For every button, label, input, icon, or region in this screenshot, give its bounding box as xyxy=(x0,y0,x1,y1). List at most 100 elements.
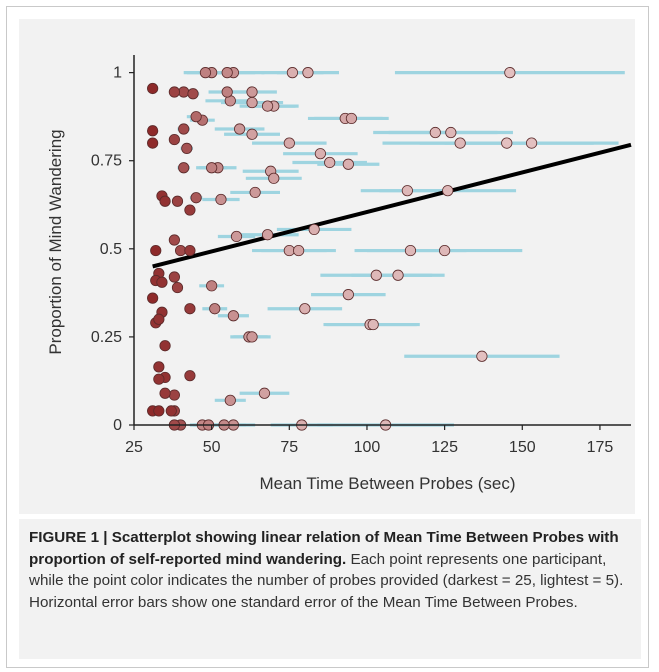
y-axis-ticks: 0 0.25 0.5 0.75 1 xyxy=(91,65,134,434)
data-point xyxy=(401,185,413,197)
data-point xyxy=(258,387,271,399)
data-point xyxy=(190,111,202,123)
data-point xyxy=(184,303,196,315)
data-point xyxy=(190,192,202,204)
data-point xyxy=(442,185,454,197)
data-point xyxy=(525,137,538,149)
caption-body: Each point represents one participant, w… xyxy=(29,550,624,611)
data-point xyxy=(261,100,274,112)
data-point xyxy=(187,88,199,100)
data-point xyxy=(147,125,159,137)
data-point xyxy=(159,195,171,207)
data-point xyxy=(283,244,295,257)
data-point xyxy=(429,126,441,139)
data-point xyxy=(147,292,159,304)
y-tick-label: 0.75 xyxy=(91,153,122,170)
data-point xyxy=(206,162,218,174)
data-point xyxy=(249,186,261,199)
chart-panel: 25 50 75 100 125 150 175 0 0.25 0.5 0.75 1 Mean Ti… xyxy=(19,19,635,514)
data-point xyxy=(367,318,379,331)
data-point xyxy=(230,230,243,243)
data-point xyxy=(404,244,417,257)
y-tick-label: 0.5 xyxy=(100,241,122,258)
y-tick-label: 0 xyxy=(113,417,122,434)
x-tick-label: 100 xyxy=(354,439,381,456)
x-axis-label: Mean Time Between Probes (sec) xyxy=(259,474,515,493)
data-point xyxy=(168,133,180,146)
data-point xyxy=(501,137,513,149)
data-point xyxy=(283,137,295,149)
caption-title: FIGURE 1 | Scatterplot showing linear re… xyxy=(29,529,619,568)
data-point xyxy=(308,223,320,236)
data-point xyxy=(476,350,488,362)
data-point xyxy=(209,303,221,315)
data-point xyxy=(234,123,246,135)
x-axis-ticks: 25 50 75 100 125 150 175 xyxy=(125,425,613,456)
data-point xyxy=(445,126,457,139)
x-tick-label: 175 xyxy=(587,439,614,456)
data-point xyxy=(168,389,180,401)
data-point xyxy=(168,271,180,283)
data-point xyxy=(147,137,159,149)
data-point xyxy=(221,67,233,79)
data-point xyxy=(165,405,177,417)
y-tick-label: 0.25 xyxy=(91,329,122,346)
data-point xyxy=(286,67,299,79)
data-point xyxy=(181,142,193,154)
x-tick-label: 75 xyxy=(280,439,298,456)
data-point xyxy=(370,269,382,281)
data-point xyxy=(342,158,354,170)
data-point xyxy=(504,67,516,79)
data-point xyxy=(314,148,326,160)
data-point xyxy=(299,303,311,315)
data-point xyxy=(261,229,274,241)
scatter-chart: 25 50 75 100 125 150 175 0 0.25 0.5 0.75 1 Mean Ti… xyxy=(46,55,632,493)
y-axis-label: Proportion of Mind Wandering xyxy=(46,129,65,354)
data-point xyxy=(184,204,196,216)
data-point xyxy=(147,82,159,95)
x-tick-label: 125 xyxy=(431,439,458,456)
data-point xyxy=(184,370,196,382)
data-point xyxy=(199,67,212,79)
figure-card: 25 50 75 100 125 150 175 0 0.25 0.5 0.75 1 Mean Ti… xyxy=(6,6,649,668)
x-tick-label: 50 xyxy=(203,439,221,456)
data-point xyxy=(168,234,180,246)
data-point xyxy=(206,280,218,292)
data-point xyxy=(153,405,165,417)
data-point xyxy=(156,276,168,288)
data-point xyxy=(246,331,258,343)
data-point xyxy=(246,128,258,140)
data-point xyxy=(174,244,187,257)
data-point xyxy=(184,244,196,257)
data-point xyxy=(439,244,451,257)
data-point xyxy=(342,289,354,301)
data-point xyxy=(227,310,239,322)
data-point xyxy=(171,195,184,207)
figure-caption: FIGURE 1 | Scatterplot showing linear re… xyxy=(19,519,641,659)
data-point xyxy=(454,137,466,149)
data-point xyxy=(293,244,305,257)
fit-line xyxy=(152,142,632,269)
data-point xyxy=(159,340,171,352)
data-point xyxy=(345,112,358,125)
data-point xyxy=(159,387,171,399)
data-point xyxy=(246,96,258,109)
data-point xyxy=(153,313,165,325)
x-tick-label: 25 xyxy=(125,439,143,456)
data-points xyxy=(147,67,538,431)
data-point xyxy=(392,269,404,281)
data-point xyxy=(150,244,162,257)
data-point xyxy=(168,86,180,98)
data-point xyxy=(221,86,233,98)
error-bars xyxy=(177,71,625,427)
data-point xyxy=(153,373,165,385)
data-point xyxy=(178,123,190,135)
y-tick-label: 1 xyxy=(113,65,122,82)
data-point xyxy=(215,193,227,206)
data-point xyxy=(178,86,190,98)
x-tick-label: 150 xyxy=(509,439,536,456)
data-point xyxy=(324,156,336,169)
data-point xyxy=(302,67,314,79)
data-point xyxy=(246,86,258,98)
data-point xyxy=(171,281,184,294)
